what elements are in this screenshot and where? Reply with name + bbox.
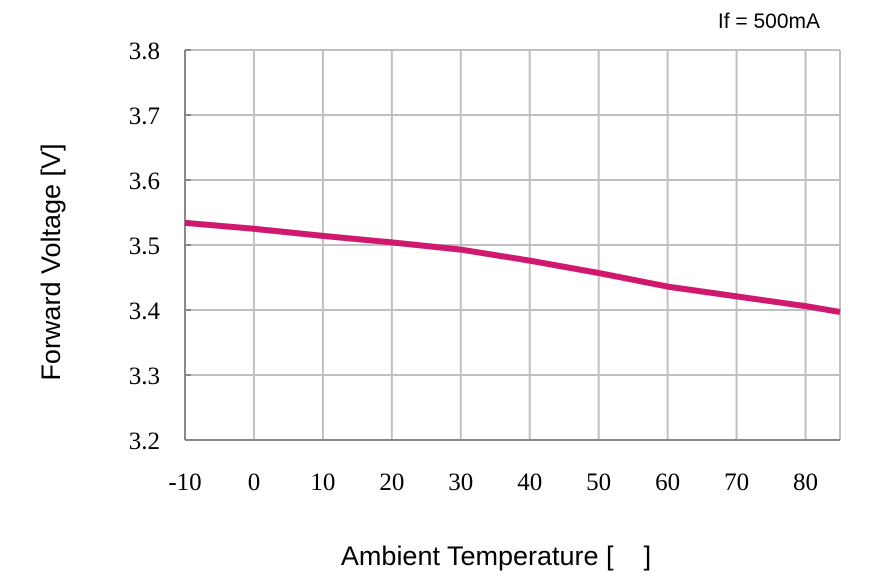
x-tick-label: -10 xyxy=(168,469,201,496)
x-tick-label: 10 xyxy=(310,469,335,496)
y-tick-label: 3.2 xyxy=(129,428,160,455)
x-tick-label: 80 xyxy=(793,469,818,496)
current-annotation: If = 500mA xyxy=(718,10,820,33)
y-tick-label: 3.3 xyxy=(129,363,160,390)
x-tick-label: 60 xyxy=(655,469,680,496)
x-tick-label: 40 xyxy=(517,469,542,496)
x-tick-label: 50 xyxy=(586,469,611,496)
y-tick-label: 3.5 xyxy=(129,233,160,260)
x-axis-label: Ambient Temperature [ ] xyxy=(341,541,651,571)
y-tick-label: 3.8 xyxy=(129,38,160,65)
series-line-forward-voltage xyxy=(184,219,841,315)
x-tick-label: 0 xyxy=(248,469,261,496)
x-tick-label: 30 xyxy=(448,469,473,496)
x-tick-label: 20 xyxy=(379,469,404,496)
y-tick-label: 3.7 xyxy=(129,103,160,130)
y-tick-label: 3.4 xyxy=(129,298,161,325)
y-axis-label: Forward Voltage [V] xyxy=(36,143,66,380)
x-tick-label: 70 xyxy=(724,469,749,496)
y-tick-label: 3.6 xyxy=(129,168,160,195)
